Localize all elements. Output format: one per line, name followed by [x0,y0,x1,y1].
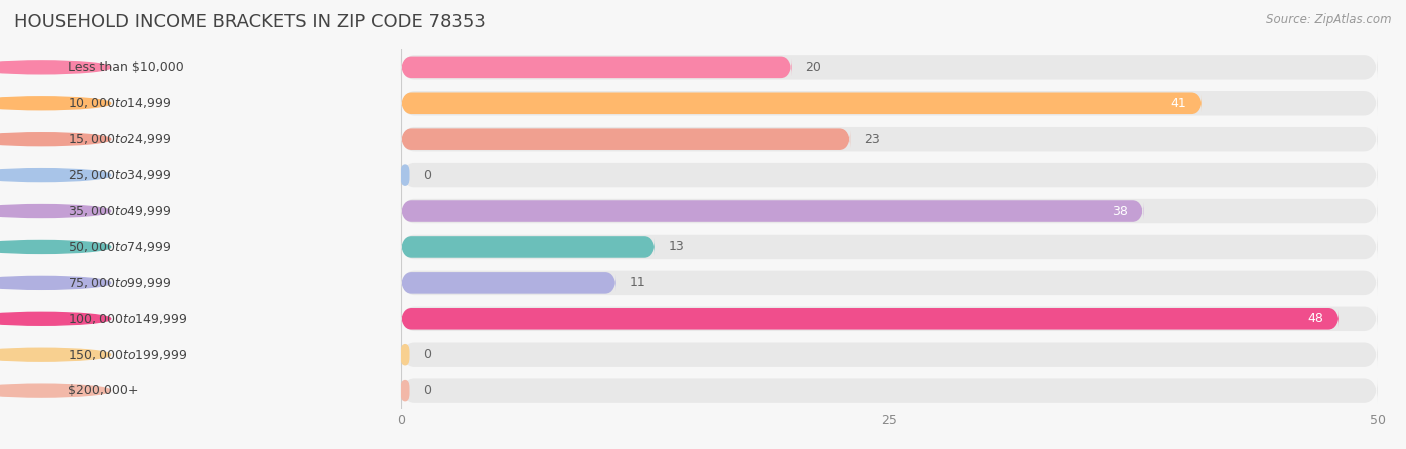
Text: HOUSEHOLD INCOME BRACKETS IN ZIP CODE 78353: HOUSEHOLD INCOME BRACKETS IN ZIP CODE 78… [14,13,486,31]
Circle shape [0,313,111,325]
Text: 11: 11 [630,277,645,289]
FancyBboxPatch shape [401,126,1378,152]
FancyBboxPatch shape [401,234,1378,260]
FancyBboxPatch shape [401,200,1143,222]
Circle shape [0,133,111,145]
Text: $15,000 to $24,999: $15,000 to $24,999 [67,132,172,146]
Text: $35,000 to $49,999: $35,000 to $49,999 [67,204,172,218]
Circle shape [0,277,111,289]
Text: 38: 38 [1112,205,1128,217]
Text: Source: ZipAtlas.com: Source: ZipAtlas.com [1267,13,1392,26]
FancyBboxPatch shape [401,164,409,186]
FancyBboxPatch shape [401,128,851,150]
FancyBboxPatch shape [401,344,409,365]
Text: $75,000 to $99,999: $75,000 to $99,999 [67,276,172,290]
Circle shape [0,97,111,110]
FancyBboxPatch shape [401,54,1378,80]
FancyBboxPatch shape [401,306,1378,332]
FancyBboxPatch shape [401,236,655,258]
FancyBboxPatch shape [401,272,616,294]
FancyBboxPatch shape [401,270,1378,296]
Text: 0: 0 [423,348,432,361]
Text: 0: 0 [423,384,432,397]
Circle shape [0,384,111,397]
Text: 20: 20 [806,61,821,74]
Text: 48: 48 [1308,313,1323,325]
FancyBboxPatch shape [401,162,1378,188]
FancyBboxPatch shape [401,198,1378,224]
FancyBboxPatch shape [401,308,1339,330]
Text: 23: 23 [863,133,880,145]
Circle shape [0,169,111,181]
Text: 13: 13 [668,241,685,253]
Text: $200,000+: $200,000+ [67,384,139,397]
Text: $150,000 to $199,999: $150,000 to $199,999 [67,348,187,362]
Text: 41: 41 [1171,97,1187,110]
FancyBboxPatch shape [401,378,1378,404]
Text: $10,000 to $14,999: $10,000 to $14,999 [67,96,172,110]
FancyBboxPatch shape [401,380,409,401]
FancyBboxPatch shape [401,342,1378,368]
Text: Less than $10,000: Less than $10,000 [67,61,184,74]
Text: 0: 0 [423,169,432,181]
FancyBboxPatch shape [401,57,792,78]
FancyBboxPatch shape [401,92,1202,114]
Circle shape [0,61,111,74]
Circle shape [0,241,111,253]
Text: $50,000 to $74,999: $50,000 to $74,999 [67,240,172,254]
Text: $100,000 to $149,999: $100,000 to $149,999 [67,312,187,326]
Circle shape [0,205,111,217]
Text: $25,000 to $34,999: $25,000 to $34,999 [67,168,172,182]
Circle shape [0,348,111,361]
FancyBboxPatch shape [401,90,1378,116]
